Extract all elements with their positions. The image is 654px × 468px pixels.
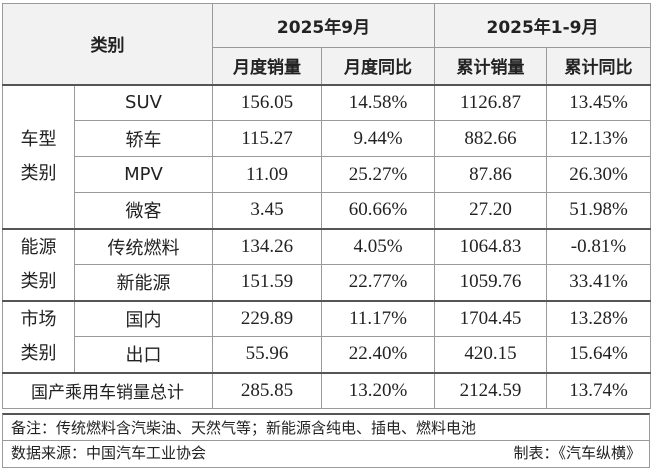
- cell-ytd-sales: 87.86: [434, 156, 547, 193]
- cell-ytd-yoy: 12.13%: [546, 120, 651, 157]
- header-month-sales: 月度销量: [212, 47, 322, 85]
- total-month-sales: 285.85: [212, 371, 322, 409]
- row-name: 微客: [74, 192, 213, 229]
- group-market: 市场类别: [2, 299, 75, 373]
- cell-month-yoy: 25.27%: [321, 156, 435, 193]
- cell-ytd-yoy: 26.30%: [546, 156, 651, 193]
- cell-month-sales: 3.45: [212, 192, 322, 229]
- row-name: 轿车: [74, 120, 213, 157]
- cell-month-sales: 229.89: [212, 299, 322, 337]
- cell-month-yoy: 11.17%: [321, 299, 435, 337]
- cell-ytd-sales: 1704.45: [434, 299, 547, 337]
- cell-month-yoy: 9.44%: [321, 120, 435, 157]
- total-month-yoy: 13.20%: [321, 371, 435, 409]
- cell-ytd-sales: 1059.76: [434, 264, 547, 301]
- cell-ytd-sales: 882.66: [434, 120, 547, 157]
- row-name: 国内: [74, 299, 213, 337]
- cell-month-yoy: 14.58%: [321, 83, 435, 121]
- cell-month-sales: 156.05: [212, 83, 322, 121]
- sales-table: 类别 2025年9月 2025年1-9月 月度销量 月度同比 累计销量 累计同比…: [2, 3, 651, 409]
- source-line: 数据来源：中国汽车工业协会 制表：《汽车纵横》: [2, 440, 650, 468]
- cell-ytd-yoy: -0.81%: [546, 227, 651, 265]
- row-name: 新能源: [74, 264, 213, 301]
- cell-ytd-sales: 420.15: [434, 336, 547, 373]
- header-category: 类别: [2, 3, 213, 85]
- group-energy: 能源类别: [2, 227, 75, 301]
- header-month-yoy: 月度同比: [321, 47, 435, 85]
- table-maker: 制表：《汽车纵横》: [513, 444, 641, 462]
- total-ytd-sales: 2124.59: [434, 371, 547, 409]
- data-source: 数据来源：中国汽车工业协会: [11, 444, 207, 462]
- cell-month-sales: 115.27: [212, 120, 322, 157]
- total-ytd-yoy: 13.74%: [546, 371, 651, 409]
- cell-ytd-yoy: 13.28%: [546, 299, 651, 337]
- header-ytd-yoy: 累计同比: [546, 47, 651, 85]
- cell-month-yoy: 60.66%: [321, 192, 435, 229]
- row-name: MPV: [74, 156, 213, 193]
- group-vehicle-type: 车型类别: [2, 83, 75, 229]
- cell-ytd-sales: 1126.87: [434, 83, 547, 121]
- cell-month-yoy: 22.77%: [321, 264, 435, 301]
- cell-month-yoy: 22.40%: [321, 336, 435, 373]
- row-name: 出口: [74, 336, 213, 373]
- header-ytd-sales: 累计销量: [434, 47, 547, 85]
- cell-ytd-yoy: 13.45%: [546, 83, 651, 121]
- cell-month-sales: 134.26: [212, 227, 322, 265]
- cell-month-sales: 55.96: [212, 336, 322, 373]
- total-label: 国产乘用车销量总计: [2, 371, 213, 409]
- header-period-ytd: 2025年1-9月: [434, 3, 651, 48]
- cell-ytd-sales: 27.20: [434, 192, 547, 229]
- row-name: SUV: [74, 83, 213, 121]
- header-period-month: 2025年9月: [212, 3, 435, 48]
- row-name: 传统燃料: [74, 227, 213, 265]
- cell-month-sales: 151.59: [212, 264, 322, 301]
- cell-ytd-yoy: 33.41%: [546, 264, 651, 301]
- footnote: 备注：传统燃料含汽柴油、天然气等；新能源含纯电、插电、燃料电池: [2, 413, 650, 441]
- cell-month-sales: 11.09: [212, 156, 322, 193]
- cell-ytd-yoy: 15.64%: [546, 336, 651, 373]
- cell-ytd-yoy: 51.98%: [546, 192, 651, 229]
- cell-ytd-sales: 1064.83: [434, 227, 547, 265]
- cell-month-yoy: 4.05%: [321, 227, 435, 265]
